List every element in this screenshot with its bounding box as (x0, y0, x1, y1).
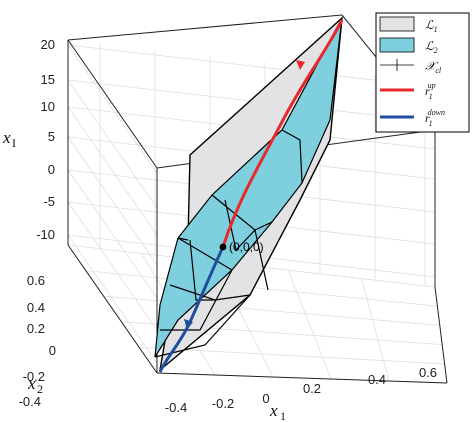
grid-left-h-3 (67, 136, 158, 266)
trajectory-rdown-arrow (184, 319, 193, 330)
origin-annotation: (0,0,0) (229, 240, 264, 254)
box-edge-8 (156, 372, 448, 384)
origin-marker: (0,0,0) (219, 240, 264, 254)
z-tick-3: 5 (48, 129, 55, 144)
legend-swatch-L1 (379, 16, 415, 32)
legend-box (375, 12, 470, 133)
grid-left-h-5 (67, 201, 158, 331)
x-tick-4: 0.4 (368, 372, 386, 387)
box-edge-0 (67, 14, 343, 41)
trajectory-rup (221, 19, 344, 248)
grid-left-h-2 (67, 106, 158, 236)
surfaces (154, 16, 343, 372)
trajectories (158, 19, 344, 373)
legend-label-rup: r1up (425, 81, 436, 101)
y-tick-1: 0.4 (27, 300, 45, 315)
grid-floor-b-2 (103, 295, 440, 326)
surface-L2-facet-6 (189, 239, 215, 301)
surface-L2-facet-1 (177, 237, 233, 271)
x-tick-0: -0.4 (165, 400, 187, 415)
surface-L2-facet-7 (254, 229, 269, 291)
x2-axis-label: x 2 (27, 374, 43, 396)
y-tick-0: 0.6 (27, 273, 45, 288)
x-tick-5: 0.6 (419, 365, 437, 380)
grid-floor-a-3 (287, 270, 332, 380)
x1-label-sub: 1 (280, 409, 286, 423)
box-edge-9 (434, 286, 448, 384)
surface-L2-facet-4 (281, 129, 303, 184)
xI-label-sub: I (12, 136, 16, 150)
origin-point (219, 243, 227, 251)
x2-label-sub: 2 (37, 382, 43, 396)
grid-left-h-1 (67, 79, 158, 209)
trajectory-rup-arrow (296, 60, 305, 70)
box-edge-4 (67, 39, 158, 169)
xI-axis-label: x I (2, 128, 16, 150)
y-tick-2: 0.2 (27, 321, 45, 336)
y-tick-4: -0.2 (23, 369, 45, 384)
z-tick-1: 15 (41, 72, 55, 87)
x2-label-main: x (27, 374, 36, 393)
z-tick-2: 10 (41, 99, 55, 114)
grid-back-h-0 (67, 44, 436, 88)
z-tick-4: 0 (48, 162, 55, 177)
legend: ℒ1 ℒ2 𝒳cl r1up r1down (375, 12, 470, 133)
surface-L2-facet-5 (224, 199, 256, 252)
grid-floor-b-4 (139, 347, 445, 365)
grid-left-h-6 (67, 234, 158, 364)
grid-floor-b-1 (85, 270, 438, 307)
z-tick-5: -5 (43, 194, 55, 209)
legend-label-rdown: r1down (425, 108, 445, 128)
surface-L2-facet-3 (160, 269, 233, 331)
z-tick-0: 20 (41, 37, 55, 52)
x-tick-3: 0.2 (303, 381, 321, 396)
y-tick-5: -0.4 (19, 394, 41, 409)
z-tick-6: -10 (36, 227, 55, 242)
legend-swatch-L2 (379, 37, 415, 53)
x-tick-1: -0.2 (212, 396, 234, 411)
legend-label-L1: ℒ1 (425, 18, 438, 34)
xI-label-main: x (2, 128, 11, 147)
grid-floor-a-4 (361, 278, 390, 382)
y-tick-3: 0 (49, 343, 56, 358)
x-tick-2: 0 (262, 391, 269, 406)
box-edge-7 (67, 244, 158, 374)
surface-L2-facet-8 (177, 237, 189, 241)
x1-axis-label: x 1 (269, 401, 286, 423)
x1-label-main: x (269, 401, 278, 420)
legend-label-L2: ℒ2 (425, 39, 438, 55)
grid-left-h-0 (67, 44, 158, 174)
